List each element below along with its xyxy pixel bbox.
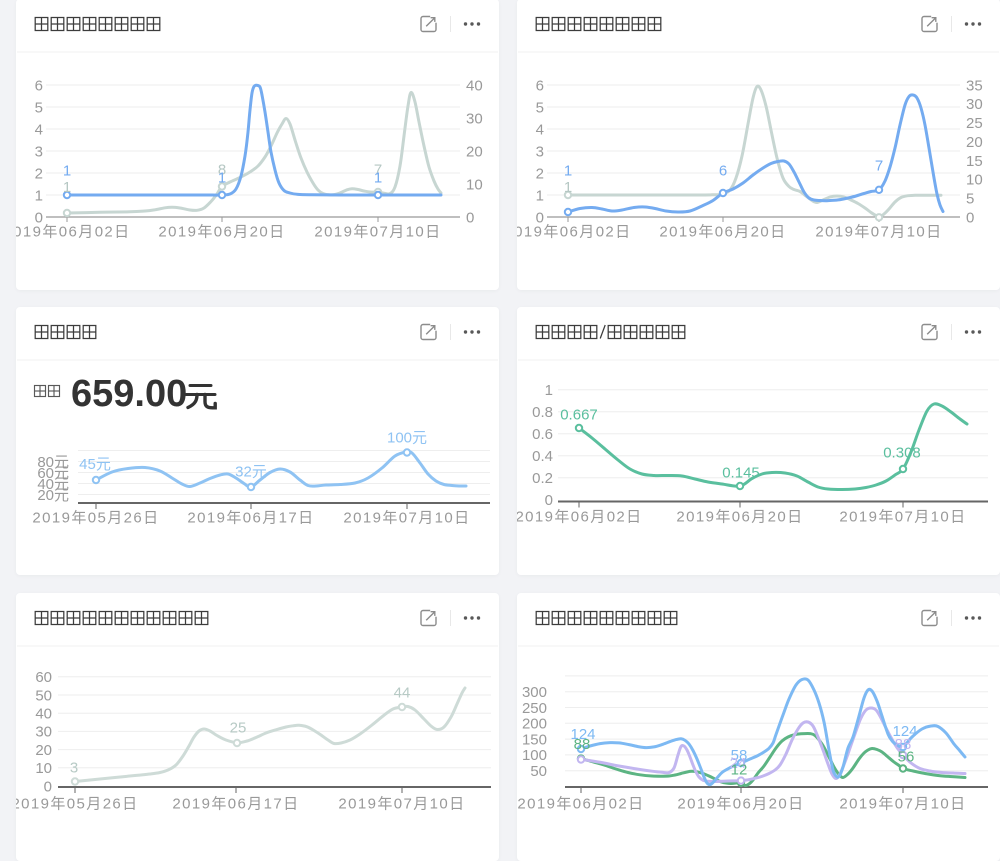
svg-text:8: 8 bbox=[218, 161, 226, 178]
svg-text:12: 12 bbox=[731, 761, 748, 778]
svg-text:10: 10 bbox=[966, 172, 983, 189]
svg-text:2019年05月26日: 2019年05月26日 bbox=[32, 509, 159, 526]
svg-text:60元: 60元 bbox=[37, 465, 69, 482]
svg-text:6: 6 bbox=[35, 77, 43, 94]
svg-text:35: 35 bbox=[966, 77, 983, 94]
svg-text:659.00: 659.00 bbox=[71, 373, 187, 415]
svg-text:30: 30 bbox=[35, 724, 52, 741]
svg-text:20元: 20元 bbox=[37, 487, 69, 504]
svg-text:2019年06月20日: 2019年06月20日 bbox=[158, 223, 285, 240]
svg-text:5: 5 bbox=[536, 99, 544, 116]
svg-text:100: 100 bbox=[522, 747, 547, 764]
svg-text:2019年07月10日: 2019年07月10日 bbox=[839, 508, 966, 525]
svg-text:1: 1 bbox=[63, 179, 71, 196]
svg-text:0.2: 0.2 bbox=[532, 470, 553, 487]
svg-text:200: 200 bbox=[522, 716, 547, 733]
svg-text:124: 124 bbox=[892, 723, 917, 740]
svg-text:88: 88 bbox=[895, 736, 912, 753]
svg-text:2019年07月10日: 2019年07月10日 bbox=[314, 223, 441, 240]
svg-text:2019年06月20日: 2019年06月20日 bbox=[676, 508, 803, 525]
svg-text:2019年07月10日: 2019年07月10日 bbox=[343, 509, 470, 526]
svg-text:20: 20 bbox=[966, 134, 983, 151]
svg-text:2: 2 bbox=[536, 165, 544, 182]
svg-text:40: 40 bbox=[466, 77, 483, 94]
svg-text:6: 6 bbox=[536, 77, 544, 94]
svg-text:20: 20 bbox=[35, 742, 52, 759]
svg-text:1: 1 bbox=[564, 162, 572, 179]
svg-text:56: 56 bbox=[898, 748, 915, 765]
svg-text:50: 50 bbox=[530, 763, 547, 780]
svg-text:1: 1 bbox=[564, 179, 572, 196]
svg-text:2019年06月20日: 2019年06月20日 bbox=[659, 223, 786, 240]
svg-text:2019年05月26日: 2019年05月26日 bbox=[16, 795, 139, 812]
svg-text:124: 124 bbox=[570, 726, 595, 743]
svg-text:2019年06月02日: 2019年06月02日 bbox=[16, 223, 131, 240]
svg-text:0: 0 bbox=[545, 492, 553, 509]
svg-text:1: 1 bbox=[536, 187, 544, 204]
svg-text:0.667: 0.667 bbox=[560, 406, 598, 423]
svg-text:6: 6 bbox=[719, 162, 727, 179]
svg-text:300: 300 bbox=[522, 684, 547, 701]
svg-text:0.6: 0.6 bbox=[532, 426, 553, 443]
svg-text:3: 3 bbox=[70, 759, 78, 776]
svg-text:58: 58 bbox=[731, 747, 748, 764]
svg-text:60: 60 bbox=[35, 669, 52, 686]
svg-text:10: 10 bbox=[466, 176, 483, 193]
svg-text:2019年07月10日: 2019年07月10日 bbox=[815, 223, 942, 240]
svg-text:4: 4 bbox=[35, 121, 43, 138]
svg-text:0.8: 0.8 bbox=[532, 404, 553, 421]
svg-text:1: 1 bbox=[545, 382, 553, 399]
svg-text:5: 5 bbox=[35, 99, 43, 116]
svg-text:2: 2 bbox=[35, 165, 43, 182]
svg-text:30: 30 bbox=[966, 96, 983, 113]
svg-text:30: 30 bbox=[466, 110, 483, 127]
svg-text:4: 4 bbox=[536, 121, 544, 138]
svg-text:80元: 80元 bbox=[37, 454, 69, 471]
svg-text:100元: 100元 bbox=[387, 429, 427, 446]
svg-text:7: 7 bbox=[875, 157, 883, 174]
svg-text:0: 0 bbox=[966, 209, 974, 226]
svg-text:25: 25 bbox=[230, 719, 247, 736]
svg-text:45元: 45元 bbox=[79, 456, 111, 473]
svg-text:44: 44 bbox=[394, 684, 411, 701]
svg-text:10: 10 bbox=[35, 760, 52, 777]
svg-text:0: 0 bbox=[35, 209, 43, 226]
svg-text:2019年07月10日: 2019年07月10日 bbox=[338, 795, 465, 812]
svg-text:25: 25 bbox=[966, 115, 983, 132]
svg-text:40: 40 bbox=[35, 706, 52, 723]
svg-text:150: 150 bbox=[522, 731, 547, 748]
svg-text:2019年06月17日: 2019年06月17日 bbox=[172, 795, 299, 812]
svg-text:1: 1 bbox=[374, 169, 382, 186]
svg-text:2019年06月02日: 2019年06月02日 bbox=[517, 223, 632, 240]
svg-text:1: 1 bbox=[35, 187, 43, 204]
svg-text:88: 88 bbox=[574, 736, 591, 753]
svg-text:3: 3 bbox=[536, 143, 544, 160]
svg-text:2019年06月17日: 2019年06月17日 bbox=[187, 509, 314, 526]
svg-text:15: 15 bbox=[966, 153, 983, 170]
svg-text:0.145: 0.145 bbox=[722, 464, 760, 481]
svg-text:2019年06月20日: 2019年06月20日 bbox=[677, 795, 804, 812]
svg-text:1: 1 bbox=[63, 162, 71, 179]
svg-text:5: 5 bbox=[966, 191, 974, 208]
svg-text:20: 20 bbox=[466, 143, 483, 160]
svg-text:7: 7 bbox=[374, 161, 382, 178]
svg-text:2019年06月02日: 2019年06月02日 bbox=[517, 508, 643, 525]
svg-text:2019年06月02日: 2019年06月02日 bbox=[517, 795, 644, 812]
svg-text:0: 0 bbox=[536, 209, 544, 226]
svg-text:3: 3 bbox=[35, 143, 43, 160]
svg-text:24: 24 bbox=[730, 755, 747, 772]
svg-text:40元: 40元 bbox=[37, 476, 69, 493]
svg-text:1: 1 bbox=[218, 169, 226, 186]
svg-text:0: 0 bbox=[466, 209, 474, 226]
svg-text:0.4: 0.4 bbox=[532, 448, 553, 465]
svg-text:50: 50 bbox=[35, 687, 52, 704]
svg-text:0: 0 bbox=[44, 778, 52, 795]
svg-text:250: 250 bbox=[522, 700, 547, 717]
svg-text:0.308: 0.308 bbox=[883, 444, 921, 461]
svg-text:2019年07月10日: 2019年07月10日 bbox=[839, 795, 966, 812]
svg-text:32元: 32元 bbox=[235, 463, 267, 480]
